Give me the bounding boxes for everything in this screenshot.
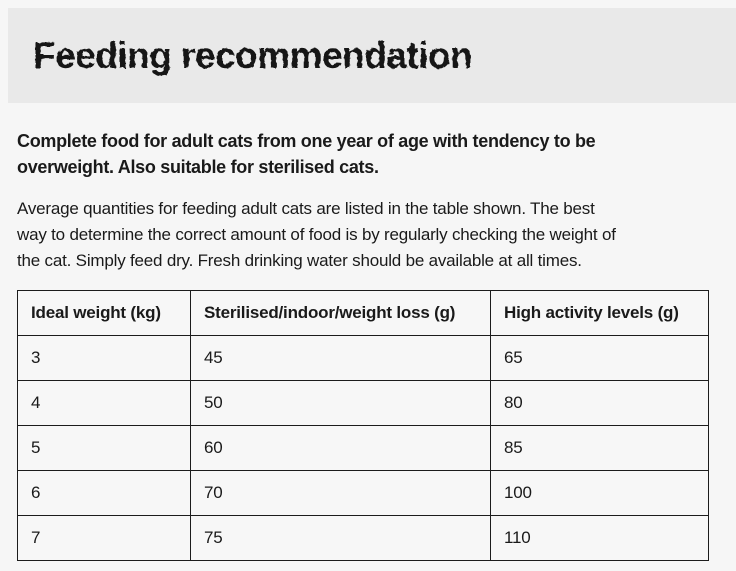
- feeding-recommendation-page: { "page": { "title": "Feeding recommenda…: [0, 8, 736, 571]
- table-cell: 100: [490, 470, 709, 516]
- table-row: 3 45 65: [17, 335, 709, 381]
- table-cell: 60: [190, 425, 491, 471]
- table-cell: 4: [17, 380, 191, 426]
- title-band: Feeding recommendation: [8, 8, 736, 103]
- table-cell: 80: [490, 380, 709, 426]
- intro-bold-text: Complete food for adult cats from one ye…: [17, 131, 596, 177]
- table-header-row: Ideal weight (kg) Sterilised/indoor/weig…: [17, 290, 709, 336]
- table-cell: 75: [190, 515, 491, 561]
- content-area: Complete food for adult cats from one ye…: [0, 128, 736, 561]
- table-cell: 7: [17, 515, 191, 561]
- feeding-table: Ideal weight (kg) Sterilised/indoor/weig…: [17, 290, 709, 561]
- table-cell: 70: [190, 470, 491, 516]
- table-cell: 50: [190, 380, 491, 426]
- table-row: 4 50 80: [17, 380, 709, 426]
- table-cell: 6: [17, 470, 191, 516]
- table-cell: 85: [490, 425, 709, 471]
- table-cell: 5: [17, 425, 191, 471]
- table-cell: 65: [490, 335, 709, 381]
- table-row: 6 70 100: [17, 470, 709, 516]
- table-row: 7 75 110: [17, 515, 709, 561]
- column-header-ideal-weight: Ideal weight (kg): [17, 290, 191, 336]
- column-header-sterilised: Sterilised/indoor/weight loss (g): [190, 290, 491, 336]
- table-cell: 110: [490, 515, 709, 561]
- table-cell: 45: [190, 335, 491, 381]
- table-cell: 3: [17, 335, 191, 381]
- column-header-high-activity: High activity levels (g): [490, 290, 709, 336]
- body-paragraph: Average quantities for feeding adult cat…: [17, 199, 616, 270]
- page-title: Feeding recommendation: [33, 34, 473, 76]
- table-row: 5 60 85: [17, 425, 709, 471]
